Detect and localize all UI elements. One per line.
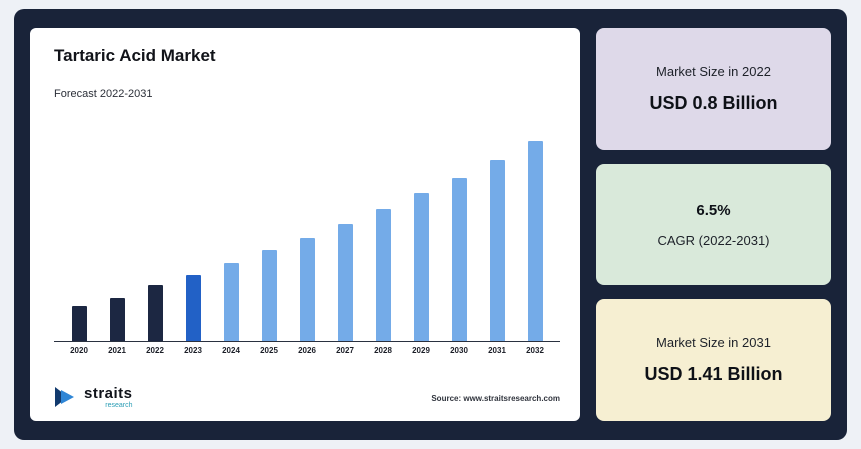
bar-2024 [223, 263, 239, 341]
bar-column-2021 [98, 298, 136, 341]
x-tick-2022: 2022 [146, 346, 164, 355]
bar-2029 [413, 193, 429, 341]
bar-column-2031 [478, 160, 516, 341]
bar-2031 [489, 160, 505, 341]
bar-column-2032 [516, 141, 554, 341]
logo-text: straits research [84, 386, 133, 409]
chart-subtitle: Forecast 2022-2031 [54, 88, 153, 100]
stat-card-label: Market Size in 2031 [656, 335, 771, 351]
logo-subname: research [105, 401, 133, 409]
stat-card-label: CAGR (2022-2031) [657, 232, 770, 248]
logo-arrow-icon [55, 387, 74, 407]
logo-name: straits [84, 384, 133, 402]
infographic-frame: Tartaric Acid Market Forecast 2022-2031 … [14, 9, 847, 440]
bar-column-2022 [136, 285, 174, 341]
bar-column-2026 [288, 238, 326, 341]
chart-title: Tartaric Acid Market [54, 46, 216, 65]
straits-research-logo: straits research [54, 385, 133, 409]
bar-2030 [451, 178, 467, 341]
x-tick-2030: 2030 [450, 346, 468, 355]
stat-cards-column: Market Size in 2022 USD 0.8 Billion 6.5%… [596, 28, 831, 422]
x-tick-2026: 2026 [298, 346, 316, 355]
bar-column-2028 [364, 209, 402, 341]
bar-chart [54, 130, 560, 342]
stat-card-value: 6.5% [696, 201, 731, 219]
x-tick-2028: 2028 [374, 346, 392, 355]
x-tick-2024: 2024 [222, 346, 240, 355]
x-tick-2031: 2031 [488, 346, 506, 355]
bar-2025 [261, 250, 277, 341]
source-attribution: Source: www.straitsresearch.com [431, 394, 560, 403]
bar-column-2025 [250, 250, 288, 341]
bar-column-2024 [212, 263, 250, 341]
x-tick-2027: 2027 [336, 346, 354, 355]
panel-footer: straits research Source: www.straitsrese… [54, 385, 560, 409]
bar-2022 [147, 285, 163, 341]
x-tick-2020: 2020 [70, 346, 88, 355]
x-tick-2029: 2029 [412, 346, 430, 355]
x-tick-2025: 2025 [260, 346, 278, 355]
bar-column-2027 [326, 224, 364, 341]
bar-column-2020 [60, 306, 98, 341]
stat-card-cagr: 6.5% CAGR (2022-2031) [596, 163, 831, 286]
bar-2020 [71, 306, 87, 341]
stat-card-value: USD 1.41 Billion [644, 364, 783, 385]
bar-2026 [299, 238, 315, 341]
bar-column-2023 [174, 275, 212, 341]
x-tick-2023: 2023 [184, 346, 202, 355]
bar-column-2029 [402, 193, 440, 341]
chart-panel: Tartaric Acid Market Forecast 2022-2031 … [30, 28, 580, 421]
bar-2027 [337, 224, 353, 341]
bar-2028 [375, 209, 391, 341]
stat-card-value: USD 0.8 Billion [649, 92, 778, 113]
stat-card-market-size-2022: Market Size in 2022 USD 0.8 Billion [596, 28, 831, 150]
stat-card-label: Market Size in 2022 [656, 63, 771, 79]
x-tick-2021: 2021 [108, 346, 126, 355]
x-tick-2032: 2032 [526, 346, 544, 355]
x-axis-labels: 2020 2021 2022 2023 2024 2025 2026 2027 2028 2029… [54, 342, 560, 355]
bar-2021 [109, 298, 125, 341]
stat-card-market-size-2031: Market Size in 2031 USD 1.41 Billion [596, 299, 831, 422]
bar-column-2030 [440, 178, 478, 341]
bar-2023 [185, 275, 201, 341]
bar-2032 [527, 141, 543, 341]
